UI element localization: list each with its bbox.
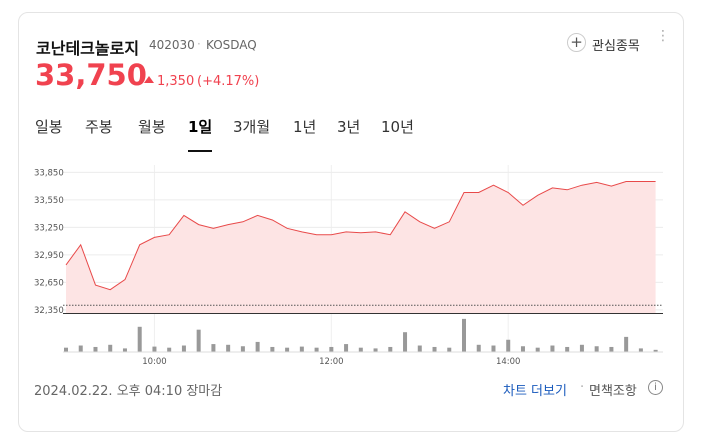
tab[interactable]: 주봉	[85, 118, 113, 136]
volume-bar	[432, 346, 437, 352]
tab-underline	[188, 150, 212, 152]
volume-bar	[358, 347, 363, 352]
volume-bar	[240, 346, 245, 352]
volume-bar	[64, 347, 68, 352]
tab[interactable]: 3개월	[233, 118, 271, 136]
y-tick-label: 32,950	[34, 251, 64, 261]
volume-bar	[314, 347, 319, 352]
disclaimer-link[interactable]: 면책조항	[589, 384, 637, 399]
stock-name: 코난테크놀로지	[36, 39, 140, 58]
tab[interactable]: 3년	[337, 118, 361, 136]
volume-bar	[653, 349, 658, 352]
more-chart-link[interactable]: 차트 더보기	[503, 384, 567, 399]
volume-bar	[196, 329, 201, 352]
tab[interactable]: 일봉	[35, 118, 63, 136]
stock-code: 402030	[149, 38, 195, 52]
volume-bar	[476, 344, 481, 352]
volume-bar	[167, 347, 172, 352]
volume-bar	[638, 348, 643, 352]
volume-bar	[535, 347, 540, 352]
page: 코난테크놀로지 402030 · KOSDAQ + 관심종목 ⋮ 33,750 …	[18, 12, 684, 432]
change: 1,350	[157, 74, 195, 89]
volume-bar	[417, 345, 422, 352]
volume-bar	[403, 332, 408, 352]
more-menu[interactable]: ⋮	[656, 28, 670, 44]
x-tick-label: 14:00	[496, 357, 521, 367]
volume-bar	[565, 346, 570, 352]
volume-bar	[255, 341, 260, 352]
tab[interactable]: 1년	[293, 118, 317, 136]
up-arrow	[144, 76, 154, 83]
separator: ·	[197, 37, 201, 51]
volume-bar	[462, 318, 466, 352]
volume-bar	[609, 346, 614, 352]
price-area	[66, 181, 656, 314]
volume-bar	[122, 348, 127, 352]
volume-bar	[181, 345, 186, 352]
y-tick-label: 33,850	[34, 168, 64, 178]
change-pct: (+4.17%)	[197, 74, 260, 89]
tab[interactable]: 1일	[188, 118, 213, 136]
volume-bar	[373, 348, 378, 352]
volume-bar	[299, 346, 304, 352]
volume-bar	[78, 345, 83, 352]
separator: ·	[580, 380, 585, 395]
volume-bar	[108, 344, 113, 352]
volume-bar	[329, 346, 334, 352]
y-tick-label: 33,550	[34, 196, 64, 206]
add-icon[interactable]: +	[567, 33, 586, 52]
volume-bar	[211, 344, 216, 352]
volume-bar	[93, 346, 98, 352]
watch-button[interactable]: 관심종목	[592, 39, 640, 54]
volume-bar	[491, 345, 496, 352]
x-tick-label: 12:00	[319, 357, 344, 367]
x-tick-label: 10:00	[142, 357, 167, 367]
y-tick-label: 32,350	[34, 306, 64, 316]
volume-bar	[447, 347, 452, 352]
volume-bar	[624, 336, 629, 352]
volume-bar	[579, 344, 584, 352]
y-tick-label: 32,650	[34, 278, 64, 288]
info-icon[interactable]: i	[648, 380, 663, 395]
volume-bar	[506, 339, 511, 352]
volume-bar	[270, 346, 275, 352]
price: 33,750	[35, 58, 147, 92]
volume-bar	[344, 344, 349, 352]
volume-bar	[152, 346, 157, 352]
volume-bar	[388, 346, 393, 352]
market: KOSDAQ	[206, 38, 257, 52]
volume-bar	[550, 345, 555, 352]
chart: 33,850 33,550 33,250 32,950 32,650 32,350 10:0…	[34, 165, 663, 367]
y-tick-label: 33,250	[34, 223, 64, 233]
price-line	[65, 181, 656, 291]
tab[interactable]: 월봉	[138, 118, 166, 136]
tab[interactable]: 10년	[381, 118, 414, 136]
volume-bar	[594, 346, 599, 352]
volume-bar	[520, 346, 525, 352]
market-status: 2024.02.22. 오후 04:10 장마감	[34, 384, 223, 399]
volume-bar	[137, 326, 142, 352]
volume-bar	[285, 347, 290, 352]
volume-bar	[226, 344, 231, 352]
